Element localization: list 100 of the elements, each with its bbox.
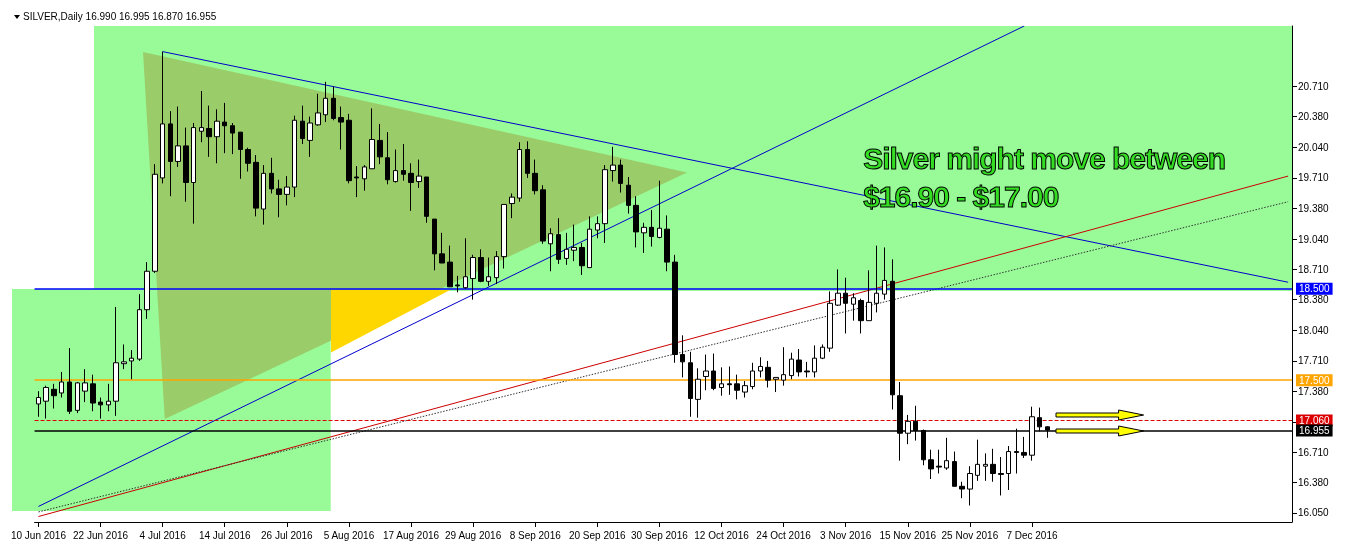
candlestick bbox=[1006, 445, 1011, 491]
candlestick bbox=[75, 381, 80, 414]
x-tick-label: 12 Oct 2016 bbox=[694, 529, 750, 541]
candlestick bbox=[377, 123, 383, 165]
candlestick bbox=[401, 143, 406, 182]
candlestick bbox=[936, 449, 942, 474]
candlestick bbox=[36, 390, 41, 418]
x-tick-label: 29 Aug 2016 bbox=[445, 529, 502, 541]
candlestick bbox=[486, 257, 491, 287]
candlestick bbox=[369, 107, 375, 170]
candlestick bbox=[758, 356, 763, 378]
candlestick bbox=[90, 374, 96, 412]
candlestick bbox=[610, 146, 616, 183]
candlestick bbox=[944, 437, 949, 471]
y-tick-label: 17.710 bbox=[1298, 355, 1330, 367]
x-tick-label: 20 Sep 2016 bbox=[568, 529, 627, 541]
y-tick-label: 20.710 bbox=[1298, 80, 1330, 92]
candlestick bbox=[990, 448, 996, 483]
candlestick bbox=[618, 159, 623, 194]
candlestick bbox=[238, 131, 243, 180]
candlestick bbox=[447, 245, 453, 288]
candlestick bbox=[633, 195, 639, 248]
candlestick bbox=[579, 242, 585, 276]
x-tick-label: 8 Sep 2016 bbox=[509, 529, 562, 541]
candlestick bbox=[416, 159, 422, 189]
candlestick bbox=[952, 451, 957, 487]
candlestick bbox=[338, 106, 344, 151]
candlestick bbox=[230, 122, 235, 155]
candlestick bbox=[478, 248, 484, 283]
x-tick-label: 22 Jun 2016 bbox=[73, 529, 129, 541]
candlestick bbox=[967, 465, 973, 507]
candlestick bbox=[983, 452, 988, 482]
candlestick bbox=[727, 365, 732, 396]
candlestick bbox=[657, 180, 662, 239]
candlestick bbox=[284, 175, 290, 206]
candlestick bbox=[292, 115, 297, 198]
candlestick bbox=[261, 164, 266, 226]
candlestick bbox=[734, 374, 740, 400]
candlestick bbox=[393, 149, 398, 183]
x-tick-label: 14 Jul 2016 bbox=[198, 529, 252, 541]
candlestick bbox=[191, 122, 196, 225]
candlestick bbox=[276, 179, 282, 218]
y-tick-label: 16.050 bbox=[1298, 507, 1330, 519]
y-tick-label: 20.040 bbox=[1298, 142, 1330, 154]
x-tick-label: 25 Nov 2016 bbox=[941, 529, 999, 541]
candlestick bbox=[98, 397, 103, 420]
candlestick bbox=[587, 215, 592, 269]
candlestick bbox=[424, 176, 429, 224]
candlestick bbox=[571, 224, 577, 262]
candlestick bbox=[463, 237, 468, 290]
candlestick bbox=[183, 127, 189, 203]
y-tick-label: 19.380 bbox=[1298, 202, 1330, 214]
candlestick bbox=[719, 366, 724, 397]
candlestick bbox=[959, 481, 965, 499]
candlestick bbox=[866, 269, 872, 322]
candlestick bbox=[315, 93, 321, 127]
candlestick bbox=[137, 293, 142, 362]
candlestick bbox=[820, 343, 825, 360]
y-tick-label: 17.380 bbox=[1298, 385, 1330, 397]
candlestick bbox=[82, 368, 88, 403]
candlestick bbox=[432, 218, 437, 271]
candlestick bbox=[455, 275, 460, 293]
candlestick bbox=[695, 367, 701, 419]
annotation: $16.90 - $17.00 bbox=[863, 179, 1060, 216]
candlestick bbox=[664, 214, 670, 272]
candlestick bbox=[1021, 436, 1027, 459]
candlestick bbox=[843, 277, 848, 334]
candlestick bbox=[975, 439, 980, 482]
candlestick bbox=[323, 81, 328, 123]
y-tick-label: 16.380 bbox=[1298, 477, 1330, 489]
candlestick bbox=[928, 449, 934, 480]
candlestick bbox=[858, 298, 864, 334]
y-tick-label: 19.710 bbox=[1298, 172, 1330, 184]
candlestick bbox=[882, 246, 887, 301]
candlestick bbox=[245, 147, 251, 173]
candlestick bbox=[874, 245, 879, 313]
candlestick bbox=[789, 352, 794, 380]
candlestick bbox=[812, 344, 817, 378]
ref-line-label: 17.500 bbox=[1299, 374, 1331, 386]
candlestick bbox=[781, 346, 786, 387]
candlestick bbox=[144, 261, 150, 320]
candlestick bbox=[43, 385, 49, 420]
candlestick bbox=[106, 383, 111, 412]
candlestick bbox=[525, 140, 530, 179]
ref-line-label: 16.955 bbox=[1299, 424, 1331, 436]
y-tick-label: 19.040 bbox=[1298, 233, 1330, 245]
x-tick-label: 26 Jul 2016 bbox=[260, 529, 314, 541]
candlestick bbox=[113, 306, 119, 417]
x-tick-label: 5 Aug 2016 bbox=[323, 529, 375, 541]
candlestick bbox=[121, 343, 127, 370]
candlestick bbox=[835, 268, 841, 307]
candlestick bbox=[354, 165, 359, 198]
y-tick-label: 18.710 bbox=[1298, 263, 1330, 275]
candlestick bbox=[59, 371, 64, 399]
candlestick bbox=[331, 85, 336, 121]
ref-line-label: 18.500 bbox=[1299, 283, 1331, 295]
candlestick bbox=[346, 113, 352, 184]
x-tick-label: 7 Dec 2016 bbox=[1006, 529, 1058, 541]
candlestick bbox=[168, 110, 173, 197]
x-tick-label: 15 Nov 2016 bbox=[879, 529, 937, 541]
